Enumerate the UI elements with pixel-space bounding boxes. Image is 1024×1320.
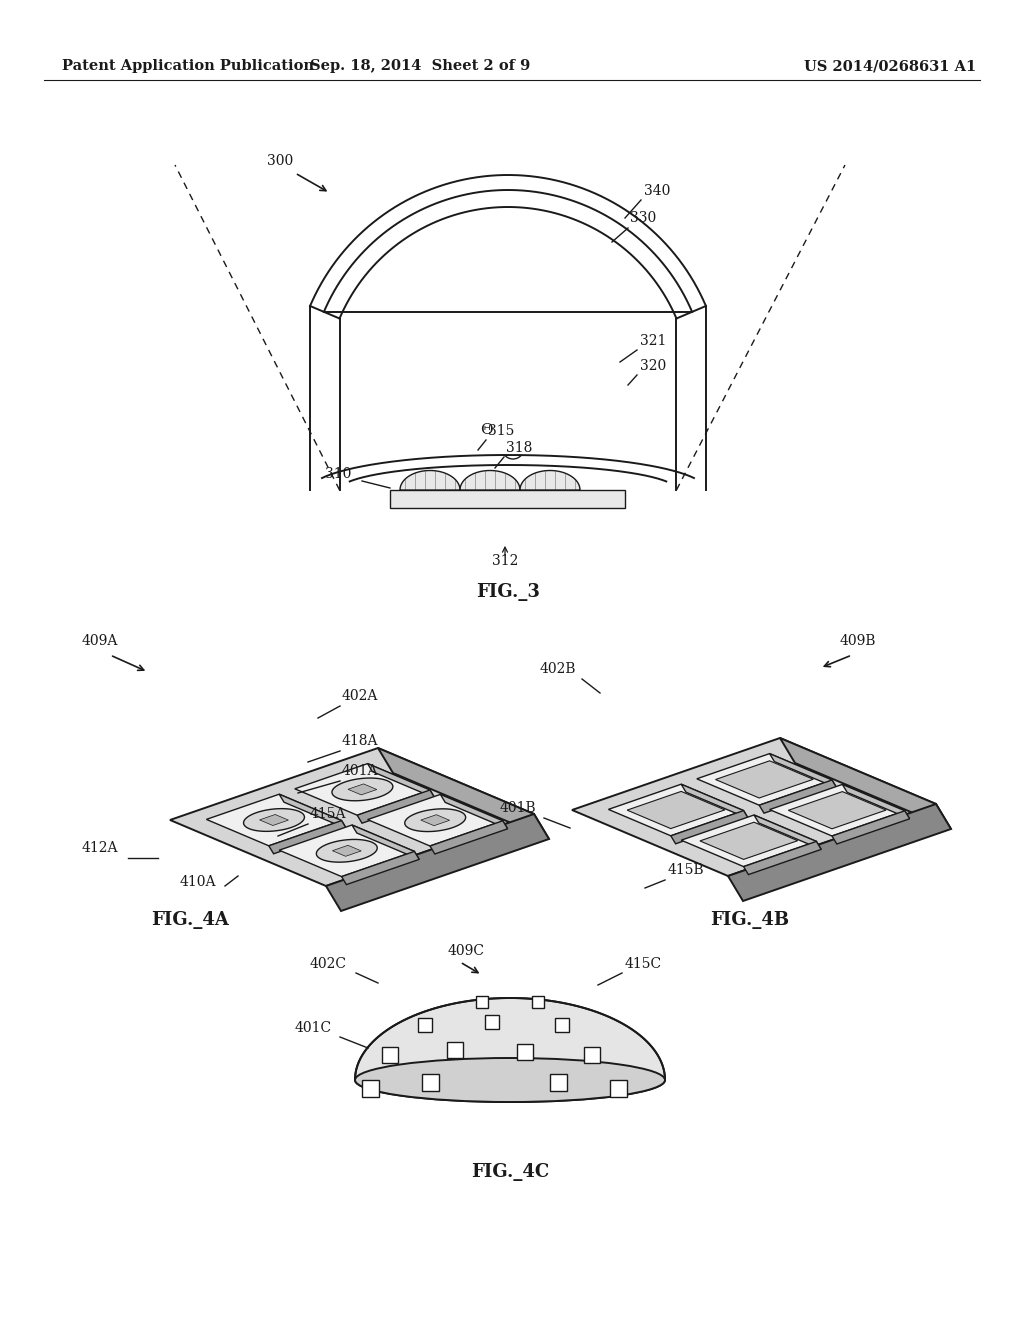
Polygon shape	[770, 784, 905, 836]
Text: 401B: 401B	[500, 801, 537, 814]
Polygon shape	[585, 1047, 600, 1063]
Polygon shape	[268, 821, 346, 854]
Polygon shape	[476, 997, 488, 1008]
FancyBboxPatch shape	[390, 490, 625, 508]
Polygon shape	[696, 754, 831, 805]
Text: 410A: 410A	[180, 875, 216, 888]
Text: 409A: 409A	[82, 634, 119, 648]
Text: 330: 330	[630, 211, 656, 224]
Polygon shape	[681, 784, 749, 818]
Text: 340: 340	[644, 183, 671, 198]
Polygon shape	[332, 777, 393, 801]
Polygon shape	[780, 738, 951, 829]
Text: 415B: 415B	[668, 863, 705, 876]
Polygon shape	[550, 1073, 566, 1090]
Polygon shape	[316, 840, 377, 862]
Polygon shape	[361, 1080, 379, 1097]
Text: 412A: 412A	[82, 841, 119, 855]
Polygon shape	[357, 789, 435, 824]
Polygon shape	[447, 1043, 463, 1057]
Text: 409C: 409C	[449, 944, 485, 958]
Text: FIG._4A: FIG._4A	[152, 911, 229, 929]
Polygon shape	[609, 1080, 627, 1097]
Polygon shape	[333, 845, 361, 857]
Text: 401C: 401C	[295, 1020, 332, 1035]
Text: 402A: 402A	[342, 689, 379, 704]
Polygon shape	[259, 814, 289, 825]
Text: 318: 318	[506, 441, 532, 455]
Polygon shape	[843, 784, 909, 818]
Polygon shape	[207, 795, 342, 846]
Ellipse shape	[355, 1059, 665, 1102]
Text: FIG._4C: FIG._4C	[471, 1163, 549, 1181]
Polygon shape	[700, 822, 798, 859]
Polygon shape	[608, 784, 743, 836]
Polygon shape	[788, 792, 886, 829]
Text: 321: 321	[640, 334, 667, 348]
Polygon shape	[671, 810, 749, 843]
Polygon shape	[681, 814, 816, 867]
Polygon shape	[382, 1047, 397, 1063]
Polygon shape	[355, 998, 665, 1102]
Polygon shape	[485, 1015, 499, 1028]
Text: FIG._4B: FIG._4B	[711, 911, 790, 929]
Polygon shape	[326, 814, 549, 911]
Text: 402C: 402C	[310, 957, 347, 972]
Text: 320: 320	[640, 359, 667, 374]
Polygon shape	[770, 754, 837, 788]
Polygon shape	[244, 809, 304, 832]
Polygon shape	[430, 821, 508, 854]
Text: 315: 315	[488, 424, 514, 438]
Text: 401A: 401A	[342, 764, 379, 777]
Text: 402B: 402B	[540, 663, 577, 676]
Text: 310: 310	[325, 467, 351, 480]
Text: 300: 300	[267, 154, 293, 168]
Text: Sep. 18, 2014  Sheet 2 of 9: Sep. 18, 2014 Sheet 2 of 9	[310, 59, 530, 73]
Polygon shape	[342, 851, 419, 884]
Polygon shape	[754, 814, 821, 849]
Polygon shape	[440, 795, 508, 829]
Polygon shape	[728, 804, 951, 902]
Polygon shape	[460, 470, 520, 490]
Text: 409B: 409B	[840, 634, 877, 648]
Polygon shape	[517, 1044, 532, 1060]
Text: US 2014/0268631 A1: US 2014/0268631 A1	[804, 59, 976, 73]
Polygon shape	[352, 825, 419, 859]
Polygon shape	[348, 784, 377, 795]
Polygon shape	[555, 1018, 568, 1032]
Polygon shape	[368, 795, 503, 846]
Polygon shape	[716, 760, 813, 799]
Polygon shape	[400, 470, 460, 490]
Text: Patent Application Publication: Patent Application Publication	[62, 59, 314, 73]
Polygon shape	[743, 841, 821, 875]
Polygon shape	[627, 792, 725, 829]
Text: 312: 312	[492, 554, 518, 568]
Polygon shape	[421, 814, 450, 826]
Polygon shape	[422, 1073, 438, 1090]
Polygon shape	[280, 795, 346, 829]
Text: 415C: 415C	[625, 957, 663, 972]
Polygon shape	[295, 763, 430, 816]
Text: 415A: 415A	[310, 807, 346, 821]
Polygon shape	[759, 780, 837, 813]
Polygon shape	[404, 809, 466, 832]
Polygon shape	[520, 470, 580, 490]
Polygon shape	[280, 825, 415, 876]
Text: 418A: 418A	[342, 734, 379, 748]
Polygon shape	[170, 748, 534, 886]
Polygon shape	[831, 810, 909, 843]
Text: Θ: Θ	[479, 422, 493, 437]
Polygon shape	[378, 748, 549, 840]
Text: FIG._3: FIG._3	[476, 583, 540, 601]
Polygon shape	[572, 738, 936, 876]
Polygon shape	[418, 1018, 432, 1032]
Polygon shape	[368, 763, 435, 799]
Polygon shape	[532, 997, 544, 1008]
